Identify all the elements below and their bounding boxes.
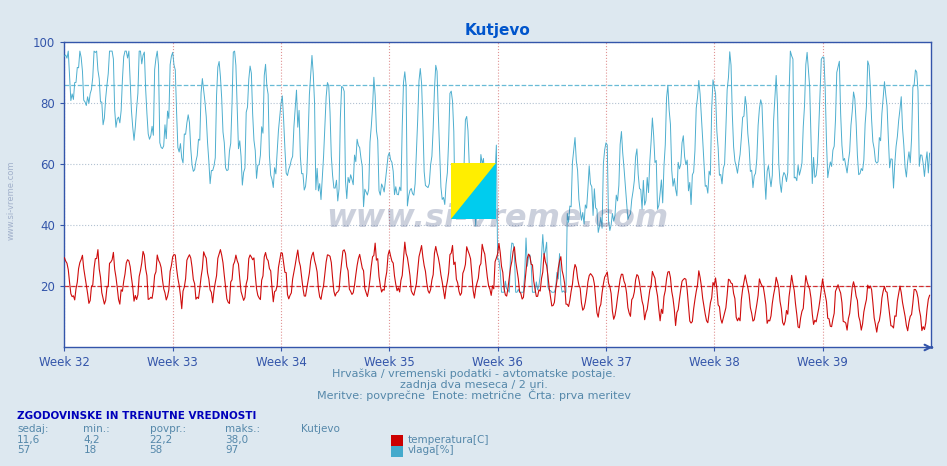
Polygon shape [451,163,496,219]
Text: min.:: min.: [83,424,110,434]
Text: www.si-vreme.com: www.si-vreme.com [327,204,669,234]
Text: 58: 58 [150,445,163,455]
Text: 22,2: 22,2 [150,435,173,445]
Text: 38,0: 38,0 [225,435,248,445]
Title: Kutjevo: Kutjevo [465,23,530,38]
Text: 97: 97 [225,445,239,455]
Polygon shape [451,163,496,219]
Text: zadnja dva meseca / 2 uri.: zadnja dva meseca / 2 uri. [400,380,547,390]
Text: 4,2: 4,2 [83,435,100,445]
Text: 18: 18 [83,445,97,455]
Text: 57: 57 [17,445,30,455]
Text: Kutjevo: Kutjevo [301,424,340,434]
Text: sedaj:: sedaj: [17,424,48,434]
Text: temperatura[C]: temperatura[C] [408,435,490,445]
Text: 11,6: 11,6 [17,435,41,445]
Text: Meritve: povprečne  Enote: metrične  Črta: prva meritev: Meritve: povprečne Enote: metrične Črta:… [316,389,631,401]
Text: povpr.:: povpr.: [150,424,186,434]
Text: vlaga[%]: vlaga[%] [408,445,455,455]
Text: www.si-vreme.com: www.si-vreme.com [7,161,16,240]
Text: maks.:: maks.: [225,424,260,434]
Text: Hrvaška / vremenski podatki - avtomatske postaje.: Hrvaška / vremenski podatki - avtomatske… [331,368,616,378]
Text: ZGODOVINSKE IN TRENUTNE VREDNOSTI: ZGODOVINSKE IN TRENUTNE VREDNOSTI [17,411,257,421]
